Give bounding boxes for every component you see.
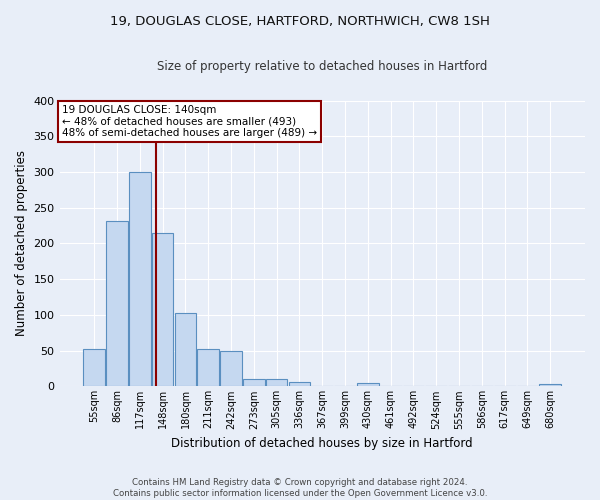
Bar — [266, 379, 287, 386]
Bar — [129, 172, 151, 386]
Bar — [243, 379, 265, 386]
Bar — [220, 352, 242, 386]
Text: 19, DOUGLAS CLOSE, HARTFORD, NORTHWICH, CW8 1SH: 19, DOUGLAS CLOSE, HARTFORD, NORTHWICH, … — [110, 15, 490, 28]
Y-axis label: Number of detached properties: Number of detached properties — [15, 150, 28, 336]
Text: Contains HM Land Registry data © Crown copyright and database right 2024.
Contai: Contains HM Land Registry data © Crown c… — [113, 478, 487, 498]
Bar — [175, 313, 196, 386]
Bar — [83, 348, 105, 387]
X-axis label: Distribution of detached houses by size in Hartford: Distribution of detached houses by size … — [172, 437, 473, 450]
Bar — [197, 349, 219, 387]
Bar — [289, 382, 310, 386]
Bar — [152, 233, 173, 386]
Bar — [539, 384, 561, 386]
Bar — [357, 383, 379, 386]
Title: Size of property relative to detached houses in Hartford: Size of property relative to detached ho… — [157, 60, 487, 73]
Text: 19 DOUGLAS CLOSE: 140sqm
← 48% of detached houses are smaller (493)
48% of semi-: 19 DOUGLAS CLOSE: 140sqm ← 48% of detach… — [62, 105, 317, 138]
Bar — [106, 220, 128, 386]
